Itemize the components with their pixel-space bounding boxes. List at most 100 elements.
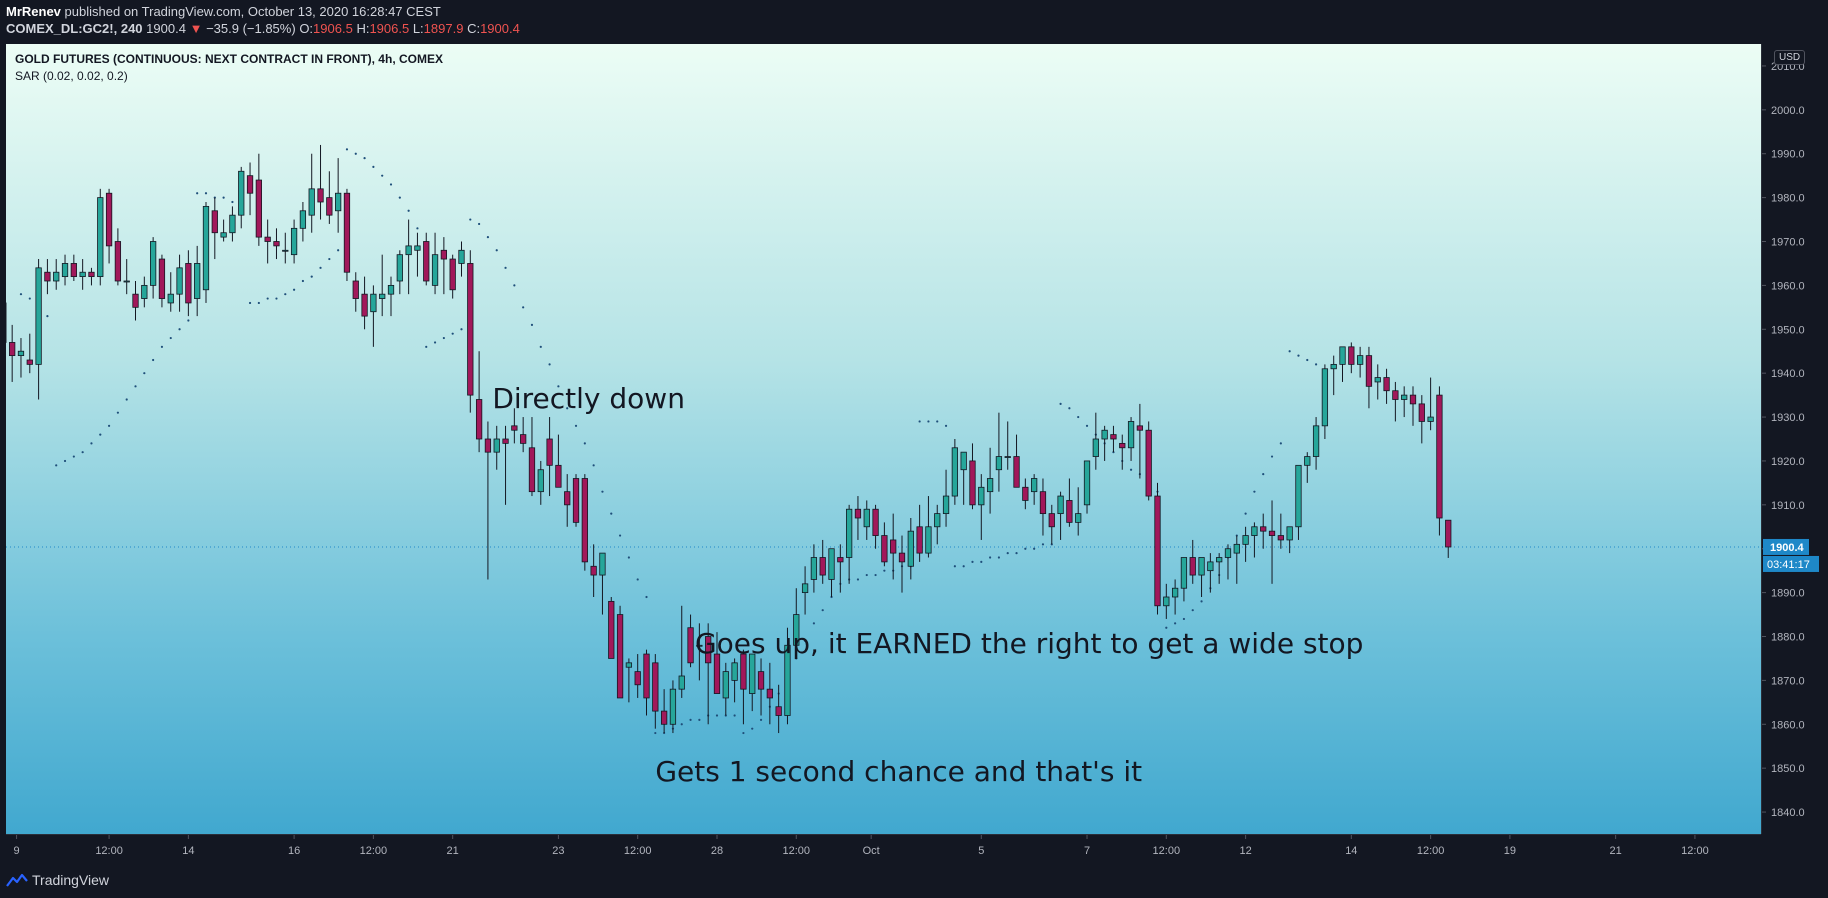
candle[interactable] <box>1286 526 1293 554</box>
candle[interactable] <box>502 425 509 505</box>
candle[interactable] <box>740 649 747 725</box>
candle[interactable] <box>1251 522 1258 558</box>
candle[interactable] <box>793 588 800 659</box>
candle[interactable] <box>1374 364 1381 400</box>
candle[interactable] <box>854 496 862 540</box>
candle[interactable] <box>273 228 280 260</box>
candle[interactable] <box>123 259 130 295</box>
candle[interactable] <box>1312 417 1320 470</box>
chart-annotation[interactable]: Goes up, it EARNED the right to get a wi… <box>694 627 1364 661</box>
candle[interactable] <box>61 254 69 286</box>
candle[interactable] <box>255 153 262 246</box>
candle[interactable] <box>995 412 1003 492</box>
candle[interactable] <box>863 500 870 540</box>
candle[interactable] <box>440 237 448 295</box>
candle[interactable] <box>1083 460 1091 514</box>
candle[interactable] <box>757 658 765 716</box>
candle[interactable] <box>1163 583 1170 619</box>
candle[interactable] <box>220 219 227 242</box>
candle[interactable] <box>1101 425 1108 461</box>
candle[interactable] <box>35 259 42 400</box>
candle[interactable] <box>405 219 412 295</box>
candle[interactable] <box>934 504 941 545</box>
candle[interactable] <box>1392 381 1399 422</box>
candle[interactable] <box>431 232 439 295</box>
candle[interactable] <box>916 504 923 562</box>
candle[interactable] <box>978 474 985 540</box>
candle[interactable] <box>308 153 315 233</box>
candle[interactable] <box>493 425 500 470</box>
candle[interactable] <box>1339 346 1346 382</box>
candle[interactable] <box>881 522 888 567</box>
candle[interactable] <box>749 653 756 712</box>
candle[interactable] <box>17 338 25 378</box>
candle[interactable] <box>898 535 906 593</box>
candle[interactable] <box>185 250 192 317</box>
candle[interactable] <box>1330 355 1337 396</box>
candle[interactable] <box>158 254 166 308</box>
candle[interactable] <box>317 144 324 220</box>
candle[interactable] <box>960 451 967 505</box>
candle[interactable] <box>775 684 782 734</box>
candle[interactable] <box>1321 364 1329 439</box>
candle[interactable] <box>458 241 465 277</box>
candle[interactable] <box>1418 395 1425 444</box>
candle[interactable] <box>467 250 474 413</box>
candle[interactable] <box>590 544 597 597</box>
candle[interactable] <box>361 276 368 330</box>
candle[interactable] <box>1039 478 1047 536</box>
candle[interactable] <box>731 658 738 703</box>
tradingview-logo[interactable]: TradingView <box>6 872 109 888</box>
candle[interactable] <box>176 254 183 312</box>
candle[interactable] <box>1260 513 1267 549</box>
candle[interactable] <box>414 232 421 277</box>
candle[interactable] <box>819 539 826 584</box>
candle[interactable] <box>9 324 16 382</box>
candle[interactable] <box>290 219 298 264</box>
candle[interactable] <box>810 544 818 593</box>
candle[interactable] <box>766 662 773 725</box>
candle[interactable] <box>343 188 351 281</box>
candle[interactable] <box>564 474 571 527</box>
candle[interactable] <box>520 417 527 453</box>
candle[interactable] <box>722 662 729 716</box>
candle[interactable] <box>846 504 853 584</box>
candle[interactable] <box>1136 403 1144 479</box>
candle[interactable] <box>370 285 377 347</box>
candle[interactable] <box>88 267 95 286</box>
candle[interactable] <box>167 272 174 312</box>
candle[interactable] <box>925 496 932 558</box>
candle[interactable] <box>837 544 844 593</box>
candle[interactable] <box>114 228 122 286</box>
candle[interactable] <box>1207 553 1214 593</box>
candle[interactable] <box>986 447 994 514</box>
candle[interactable] <box>528 417 536 497</box>
candle[interactable] <box>149 237 157 299</box>
candle[interactable] <box>634 654 641 698</box>
candle[interactable] <box>1119 434 1126 470</box>
candle[interactable] <box>475 351 483 453</box>
candle[interactable] <box>696 623 703 681</box>
candle[interactable] <box>326 171 333 224</box>
candle[interactable] <box>1004 421 1011 470</box>
candle[interactable] <box>1409 386 1417 426</box>
author-name[interactable]: MrRenev <box>6 4 61 19</box>
candle[interactable] <box>907 518 914 580</box>
candle[interactable] <box>1057 491 1064 540</box>
candle[interactable] <box>969 443 976 510</box>
candle[interactable] <box>335 158 342 233</box>
candle[interactable] <box>299 202 307 242</box>
candle[interactable] <box>678 605 685 698</box>
candle[interactable] <box>1242 526 1249 562</box>
candle[interactable] <box>282 232 289 264</box>
candle[interactable] <box>97 188 104 286</box>
chart-annotation[interactable]: Gets 1 second chance and that's it <box>655 754 1143 788</box>
chart-annotation[interactable]: Directly down <box>492 381 685 415</box>
candle[interactable] <box>581 474 588 571</box>
candle[interactable] <box>246 162 254 216</box>
candle[interactable] <box>625 658 633 703</box>
candle[interactable] <box>1401 386 1408 418</box>
candle[interactable] <box>599 552 606 615</box>
candle[interactable] <box>1268 500 1276 584</box>
candle[interactable] <box>801 566 809 615</box>
